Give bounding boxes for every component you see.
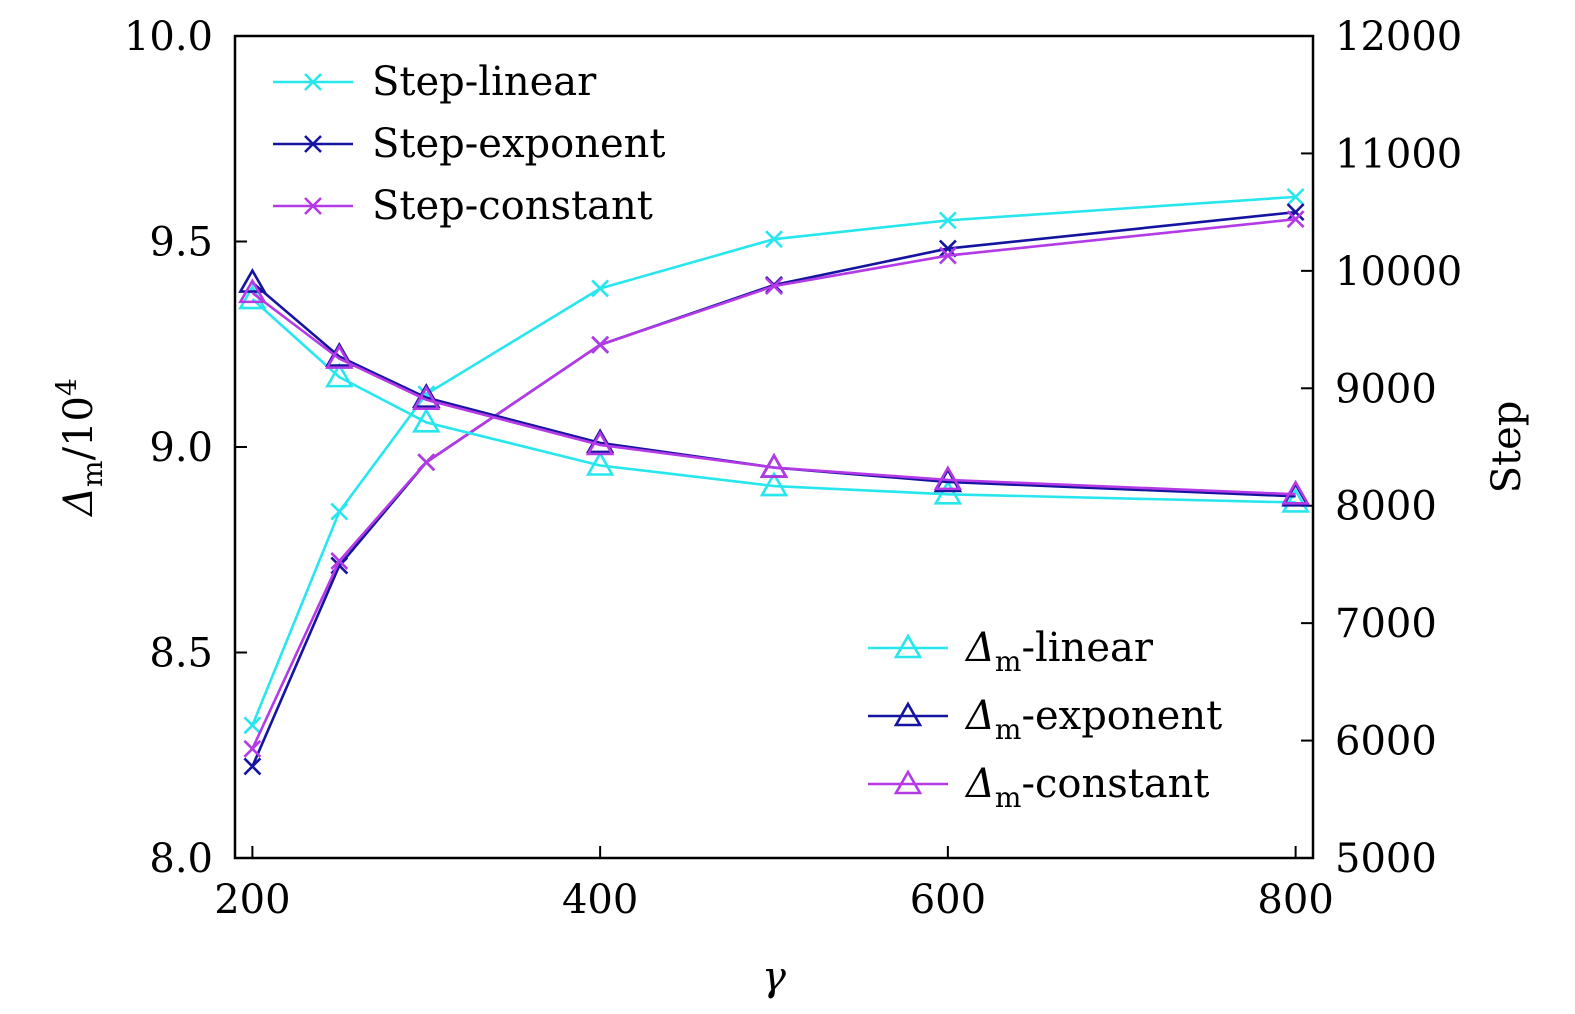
- series-2-point-5: [938, 246, 957, 265]
- right-tick-label-3: 8000: [1335, 484, 1437, 530]
- x-axis-label: γ: [762, 954, 786, 1000]
- left-tick-label-0: 8.0: [149, 836, 213, 882]
- right-tick-label-4: 9000: [1335, 366, 1437, 412]
- ticks-layer: 200 400 600 800 8.0 8.5 9.0 9.5 10.0 5000 6000 7000…: [124, 14, 1462, 923]
- left-tick-label-4: 10.0: [124, 14, 213, 60]
- legend-marker-3: [893, 633, 923, 659]
- series-0-point-4: [765, 230, 783, 249]
- series-5-point-2: [412, 385, 441, 411]
- legend-marker-0: [304, 73, 322, 91]
- left-tick-label-2: 9.0: [149, 425, 213, 471]
- legend-marker-2: [304, 197, 322, 215]
- legend-item-1: Step-exponent: [273, 121, 665, 167]
- series-5-point-3: [585, 430, 615, 456]
- left-axis-label-sub: m: [76, 460, 109, 487]
- right-tick-label-0: 5000: [1335, 836, 1437, 882]
- series-0-point-0: [243, 716, 262, 735]
- legend-label-4: Δm-exponent: [964, 693, 1222, 746]
- series-3-point-5: [933, 479, 963, 505]
- legend-marker-4: [893, 701, 923, 727]
- left-axis-label-sup: 4: [50, 378, 83, 396]
- legend-item-4: Δm-exponent: [868, 693, 1222, 746]
- series-3-point-6: [1281, 487, 1310, 513]
- left-axis-label-suffix: /10: [56, 396, 102, 460]
- series-3-point-1: [325, 362, 354, 388]
- series-5: [238, 278, 1310, 505]
- series-3-point-4: [759, 471, 789, 497]
- series-2: [243, 210, 1305, 758]
- series-layer: [238, 187, 1310, 776]
- right-tick-label-5: 10000: [1335, 249, 1462, 295]
- series-5-point-0: [238, 278, 267, 304]
- left-axis-label: Δm/104: [50, 378, 109, 518]
- series-4-point-0: [238, 267, 267, 293]
- legend-label-2: Step-constant: [372, 183, 653, 229]
- legend-label-3: Δm-linear: [964, 625, 1154, 678]
- series-2-point-2: [417, 453, 436, 472]
- legend-marker-5: [893, 769, 923, 795]
- series-2-point-4: [765, 277, 783, 296]
- series-3: [238, 284, 1310, 513]
- x-tick-label-3: 800: [1257, 877, 1333, 923]
- left-tick-label-1: 8.5: [149, 631, 213, 677]
- series-3-point-3: [585, 450, 615, 476]
- x-tick-label-0: 200: [214, 877, 290, 923]
- legend-item-5: Δm-constant: [868, 761, 1210, 814]
- series-2-point-1: [330, 551, 349, 570]
- legend-layer: Step-linear Step-exponent Step-constant Δm-…: [273, 59, 1222, 814]
- legend-item-3: Δm-linear: [868, 625, 1154, 678]
- series-2-point-6: [1286, 210, 1305, 229]
- legend-marker-1: [304, 135, 322, 153]
- legend-label-5: Δm-constant: [964, 761, 1210, 814]
- series-5-point-4: [759, 452, 789, 478]
- legend-item-2: Step-constant: [273, 183, 653, 229]
- series-3-point-2: [412, 407, 441, 433]
- series-0-point-6: [1286, 187, 1305, 206]
- left-axis-label-symbol: Δ: [56, 487, 102, 518]
- left-tick-label-3: 9.5: [149, 220, 213, 266]
- series-5-point-6: [1281, 479, 1310, 505]
- series-1-point-6: [1286, 203, 1305, 222]
- series-0: [243, 187, 1305, 735]
- x-tick-label-2: 600: [910, 877, 986, 923]
- series-0-point-1: [330, 502, 349, 521]
- series-1-point-0: [243, 757, 262, 776]
- series-2-point-0: [243, 739, 262, 758]
- series-5-point-5: [933, 465, 963, 491]
- right-axis-label: Step: [1484, 401, 1530, 494]
- series-5-point-1: [325, 344, 354, 369]
- right-tick-label-2: 7000: [1335, 601, 1437, 647]
- series-3-line: [251, 298, 1296, 504]
- right-tick-label-7: 12000: [1335, 14, 1462, 60]
- right-tick-label-1: 6000: [1335, 719, 1437, 765]
- x-tick-label-1: 400: [562, 877, 638, 923]
- legend-item-0: Step-linear: [273, 59, 597, 105]
- legend-label-1: Step-exponent: [372, 121, 665, 167]
- legend-label-0: Step-linear: [372, 59, 597, 105]
- series-5-line: [251, 291, 1296, 496]
- series-0-point-3: [591, 279, 610, 298]
- series-0-point-5: [938, 211, 957, 230]
- series-4-line: [251, 281, 1296, 498]
- series-2-point-3: [591, 335, 610, 354]
- right-tick-label-6: 11000: [1335, 131, 1462, 177]
